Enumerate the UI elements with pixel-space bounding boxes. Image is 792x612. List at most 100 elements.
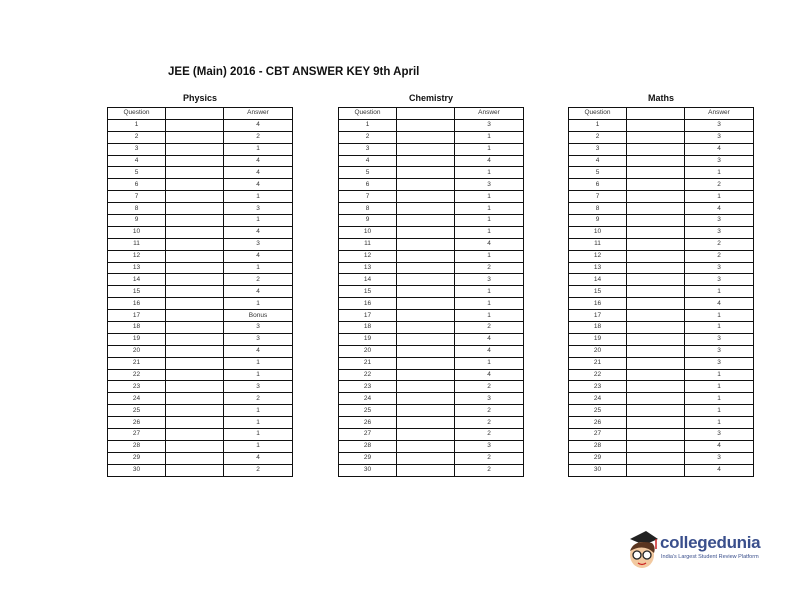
- answer-cell: 3: [684, 356, 754, 370]
- question-number: 17: [568, 309, 627, 323]
- blank-cell: [165, 107, 224, 120]
- blank-cell: [165, 214, 224, 227]
- table-row: 15 1: [568, 285, 754, 299]
- answer-cell: 2: [454, 463, 524, 477]
- blank-cell: [396, 166, 455, 180]
- question-number: 3: [568, 142, 627, 156]
- answer-cell: 1: [223, 416, 293, 430]
- table-header-row: Question Answer: [107, 107, 293, 120]
- answer-cell: 3: [684, 332, 754, 346]
- question-number: 11: [107, 237, 166, 251]
- table-row: 11 4: [338, 237, 524, 251]
- answer-cell: 1: [223, 439, 293, 453]
- blank-cell: [626, 309, 685, 323]
- question-number: 2: [107, 130, 166, 144]
- question-number: 2: [568, 130, 627, 144]
- blank-cell: [626, 368, 685, 382]
- blank-cell: [626, 154, 685, 168]
- question-number: 13: [338, 261, 397, 275]
- answer-cell: 1: [223, 356, 293, 370]
- question-number: 30: [338, 463, 397, 477]
- table-row: 22 1: [568, 368, 754, 382]
- table-row: 25 2: [338, 404, 524, 418]
- answer-cell: 1: [454, 285, 524, 299]
- answer-cell: 3: [684, 225, 754, 239]
- answer-cell: 4: [684, 463, 754, 477]
- answer-cell: 3: [684, 214, 754, 227]
- table-row: 17 Bonus: [107, 309, 293, 323]
- logo-tagline: India's Largest Student Review Platform: [661, 554, 759, 560]
- blank-cell: [165, 202, 224, 216]
- answer-cell: 2: [454, 380, 524, 394]
- blank-cell: [396, 178, 455, 192]
- question-number: 29: [568, 451, 627, 465]
- question-number: 1: [107, 118, 166, 132]
- answer-cell: 4: [223, 249, 293, 263]
- blank-cell: [626, 451, 685, 465]
- blank-cell: [626, 107, 685, 120]
- question-number: 8: [338, 202, 397, 216]
- blank-cell: [626, 130, 685, 144]
- answer-cell: 1: [454, 202, 524, 216]
- table-row: 13 1: [107, 261, 293, 275]
- answer-cell: Bonus: [223, 309, 293, 323]
- answer-cell: 1: [454, 166, 524, 180]
- table-row: 24 2: [107, 392, 293, 406]
- blank-cell: [396, 380, 455, 394]
- question-number: 4: [338, 154, 397, 168]
- question-number: 21: [568, 356, 627, 370]
- answer-cell: 4: [223, 285, 293, 299]
- blank-cell: [626, 190, 685, 204]
- blank-cell: [165, 344, 224, 358]
- answer-cell: 3: [223, 332, 293, 346]
- answer-cell: 4: [223, 118, 293, 132]
- question-number: 6: [338, 178, 397, 192]
- question-number: 7: [338, 190, 397, 204]
- collegedunia-logo: [626, 527, 786, 577]
- question-number: 1: [568, 118, 627, 132]
- blank-cell: [165, 451, 224, 465]
- question-number: 20: [107, 344, 166, 358]
- question-number: 5: [338, 166, 397, 180]
- blank-cell: [626, 261, 685, 275]
- blank-cell: [165, 439, 224, 453]
- table-row: 10 4: [107, 225, 293, 239]
- blank-cell: [626, 166, 685, 180]
- blank-cell: [396, 404, 455, 418]
- question-number: 24: [338, 392, 397, 406]
- answer-cell: 4: [454, 237, 524, 251]
- blank-cell: [396, 439, 455, 453]
- table-row: 18 3: [107, 321, 293, 334]
- answer-cell: 3: [684, 451, 754, 465]
- question-number: 11: [338, 237, 397, 251]
- answer-cell: 4: [684, 202, 754, 216]
- table-row: 22 4: [338, 368, 524, 382]
- table-row: 26 2: [338, 416, 524, 430]
- answer-cell: 1: [684, 190, 754, 204]
- section-title-chemistry: Chemistry: [408, 93, 453, 103]
- section-title-physics: Physics: [182, 93, 218, 103]
- answer-cell: 1: [223, 297, 293, 311]
- table-row: 29 3: [568, 451, 754, 465]
- question-number: 5: [107, 166, 166, 180]
- question-number: 16: [107, 297, 166, 311]
- blank-cell: [396, 202, 455, 216]
- maths-answer-table: Question Answer 1 3 2 3 3 4 4 3 5 1 6 2 7 1 8 4 9 3 10 3 11 2 12…: [568, 107, 754, 477]
- answer-cell: 4: [223, 178, 293, 192]
- table-row: 14 2: [107, 273, 293, 287]
- table-row: 16 1: [107, 297, 293, 311]
- question-number: 13: [107, 261, 166, 275]
- answer-cell: 1: [684, 321, 754, 334]
- table-row: 16 4: [568, 297, 754, 311]
- answer-cell: 3: [684, 154, 754, 168]
- answer-cell: 2: [223, 130, 293, 144]
- blank-cell: [626, 416, 685, 430]
- answer-cell: 1: [684, 368, 754, 382]
- table-row: 17 1: [568, 309, 754, 323]
